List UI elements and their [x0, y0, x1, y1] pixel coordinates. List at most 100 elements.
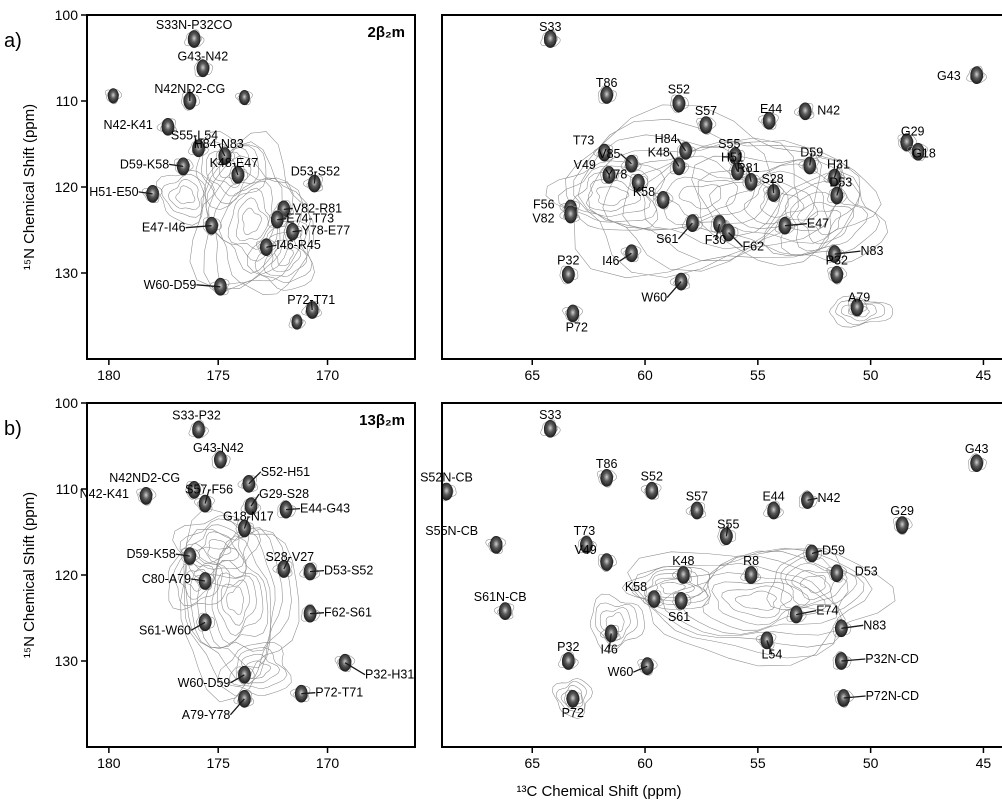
peak-a1-4 [238, 90, 250, 106]
x-tick-label-b1: 175 [207, 755, 231, 771]
contour-ring [334, 654, 356, 673]
panel-a-ylabel: ¹⁵N Chemical Shift (ppm) [21, 104, 38, 270]
leader-line-a2 [677, 222, 693, 240]
peak-label-a2: S33 [539, 20, 561, 34]
peak-b2-1 [970, 454, 984, 473]
peak-label-b2: T73 [574, 524, 596, 538]
peak-b2-18 [647, 590, 661, 608]
x-tick-label-a2: 45 [976, 367, 992, 383]
contour-ring [669, 273, 691, 290]
contour-ring [194, 572, 216, 591]
peak-label-a2: P72 [566, 320, 588, 334]
peak-a1-0 [187, 30, 201, 48]
contour-ring [556, 681, 587, 714]
peak-label-a1: E74-T73 [286, 212, 334, 226]
peak-label-b1: N42-K41 [80, 487, 129, 501]
contour-ring [179, 518, 250, 579]
peak-label-a2: S28 [761, 172, 783, 186]
contour-layer [156, 104, 896, 719]
contour-ring [288, 313, 306, 329]
contour-ring [682, 213, 703, 232]
contour-ring [763, 501, 784, 519]
contour-ring [799, 575, 826, 594]
peak-label-a2: S57 [695, 104, 717, 118]
peak-a1-9 [176, 157, 190, 176]
peak-b2-14 [805, 544, 819, 563]
peak-a2-33 [722, 223, 735, 242]
peak-label-a2: T73 [573, 134, 595, 148]
x-tick-label-a1: 175 [207, 367, 231, 383]
contour-ring [201, 141, 259, 205]
peak-label-b1: E44-G43 [300, 502, 350, 516]
peak-a2-28 [830, 265, 844, 284]
contour-ring [190, 528, 276, 669]
peak-b2-12 [744, 566, 758, 584]
peak-label-b2: L54 [761, 647, 782, 661]
contour-ring [560, 684, 584, 708]
peak-label-b2: P72N-CD [866, 689, 920, 703]
contour-ring [188, 420, 209, 438]
contour-ring [188, 138, 209, 157]
leader-line-a2 [669, 152, 680, 167]
leader-line-b1 [190, 621, 206, 631]
contour-ring [299, 562, 320, 580]
contour-ring [671, 566, 692, 584]
peak-label-a2: W60 [641, 291, 667, 305]
contour-ring [654, 166, 756, 226]
contour-ring [226, 586, 244, 615]
leader-line-b2 [841, 624, 864, 629]
leader-line-b1 [248, 471, 262, 485]
peak-label-b1: S33-P32 [172, 409, 221, 423]
x-tick-label-a1: 180 [97, 367, 121, 383]
contour-ring [823, 168, 845, 186]
contour-ring [559, 206, 580, 223]
peak-label-b1: C80-A79 [142, 572, 191, 586]
peak-label-b1: S57-F56 [185, 483, 233, 497]
peak-label-a2: E44 [760, 102, 782, 116]
contour-ring [755, 632, 777, 649]
contour-ring [585, 179, 641, 212]
leader-line-a1 [185, 225, 212, 229]
peak-b2-6 [767, 501, 780, 520]
label-layer: 180 175 170 100 110 120 130 a) 2β₂m S33N-P32CO G43… [4, 7, 991, 771]
contour-ring [185, 527, 283, 685]
contour-ring [156, 170, 215, 226]
peak-label-b2: P32 [557, 640, 579, 654]
peak-a2-2 [672, 94, 686, 113]
peak-label-b2: G29 [890, 504, 914, 518]
peak-a2-35 [566, 304, 580, 323]
peak-label-a1: H84-N83 [194, 137, 244, 151]
peak-a2-0 [543, 30, 557, 48]
contour-ring [161, 173, 206, 218]
peak-b1-1 [214, 450, 227, 469]
peak-label-b1: D53-S52 [324, 564, 373, 578]
peak-label-a2: D59 [800, 146, 823, 160]
leader-line-b1 [204, 489, 210, 504]
peak-b1-3 [139, 487, 153, 505]
peak-label-b1: N42ND2-CG [109, 471, 180, 485]
contour-ring [678, 184, 722, 210]
peak-label-b2: S61 [668, 610, 690, 624]
leader-line-b1 [229, 698, 245, 716]
row-label-a1: a) [4, 30, 22, 52]
leader-line-a1 [169, 163, 184, 168]
contour-ring [696, 117, 717, 135]
peak-a2-1 [600, 86, 614, 104]
panel-title-a1: 2β₂m [368, 24, 406, 41]
x-tick-label-a2: 60 [637, 367, 653, 383]
peak-a1-3 [107, 88, 119, 104]
peak-a2-21 [631, 173, 645, 192]
y-tick-label-b1: 120 [55, 567, 79, 583]
contour-ring [807, 210, 842, 236]
contour-ring [784, 562, 848, 606]
contour-ring [798, 157, 819, 174]
peak-a2-18 [828, 168, 841, 187]
peak-b2-0 [543, 419, 557, 438]
peak-a2-27 [561, 265, 575, 284]
leader-line-b1 [243, 516, 250, 529]
leader-layer [138, 89, 866, 716]
peak-label-a2: I46 [602, 254, 619, 268]
contour-ring [141, 185, 163, 203]
contour-ring [691, 155, 882, 267]
contour-ring [173, 552, 223, 607]
